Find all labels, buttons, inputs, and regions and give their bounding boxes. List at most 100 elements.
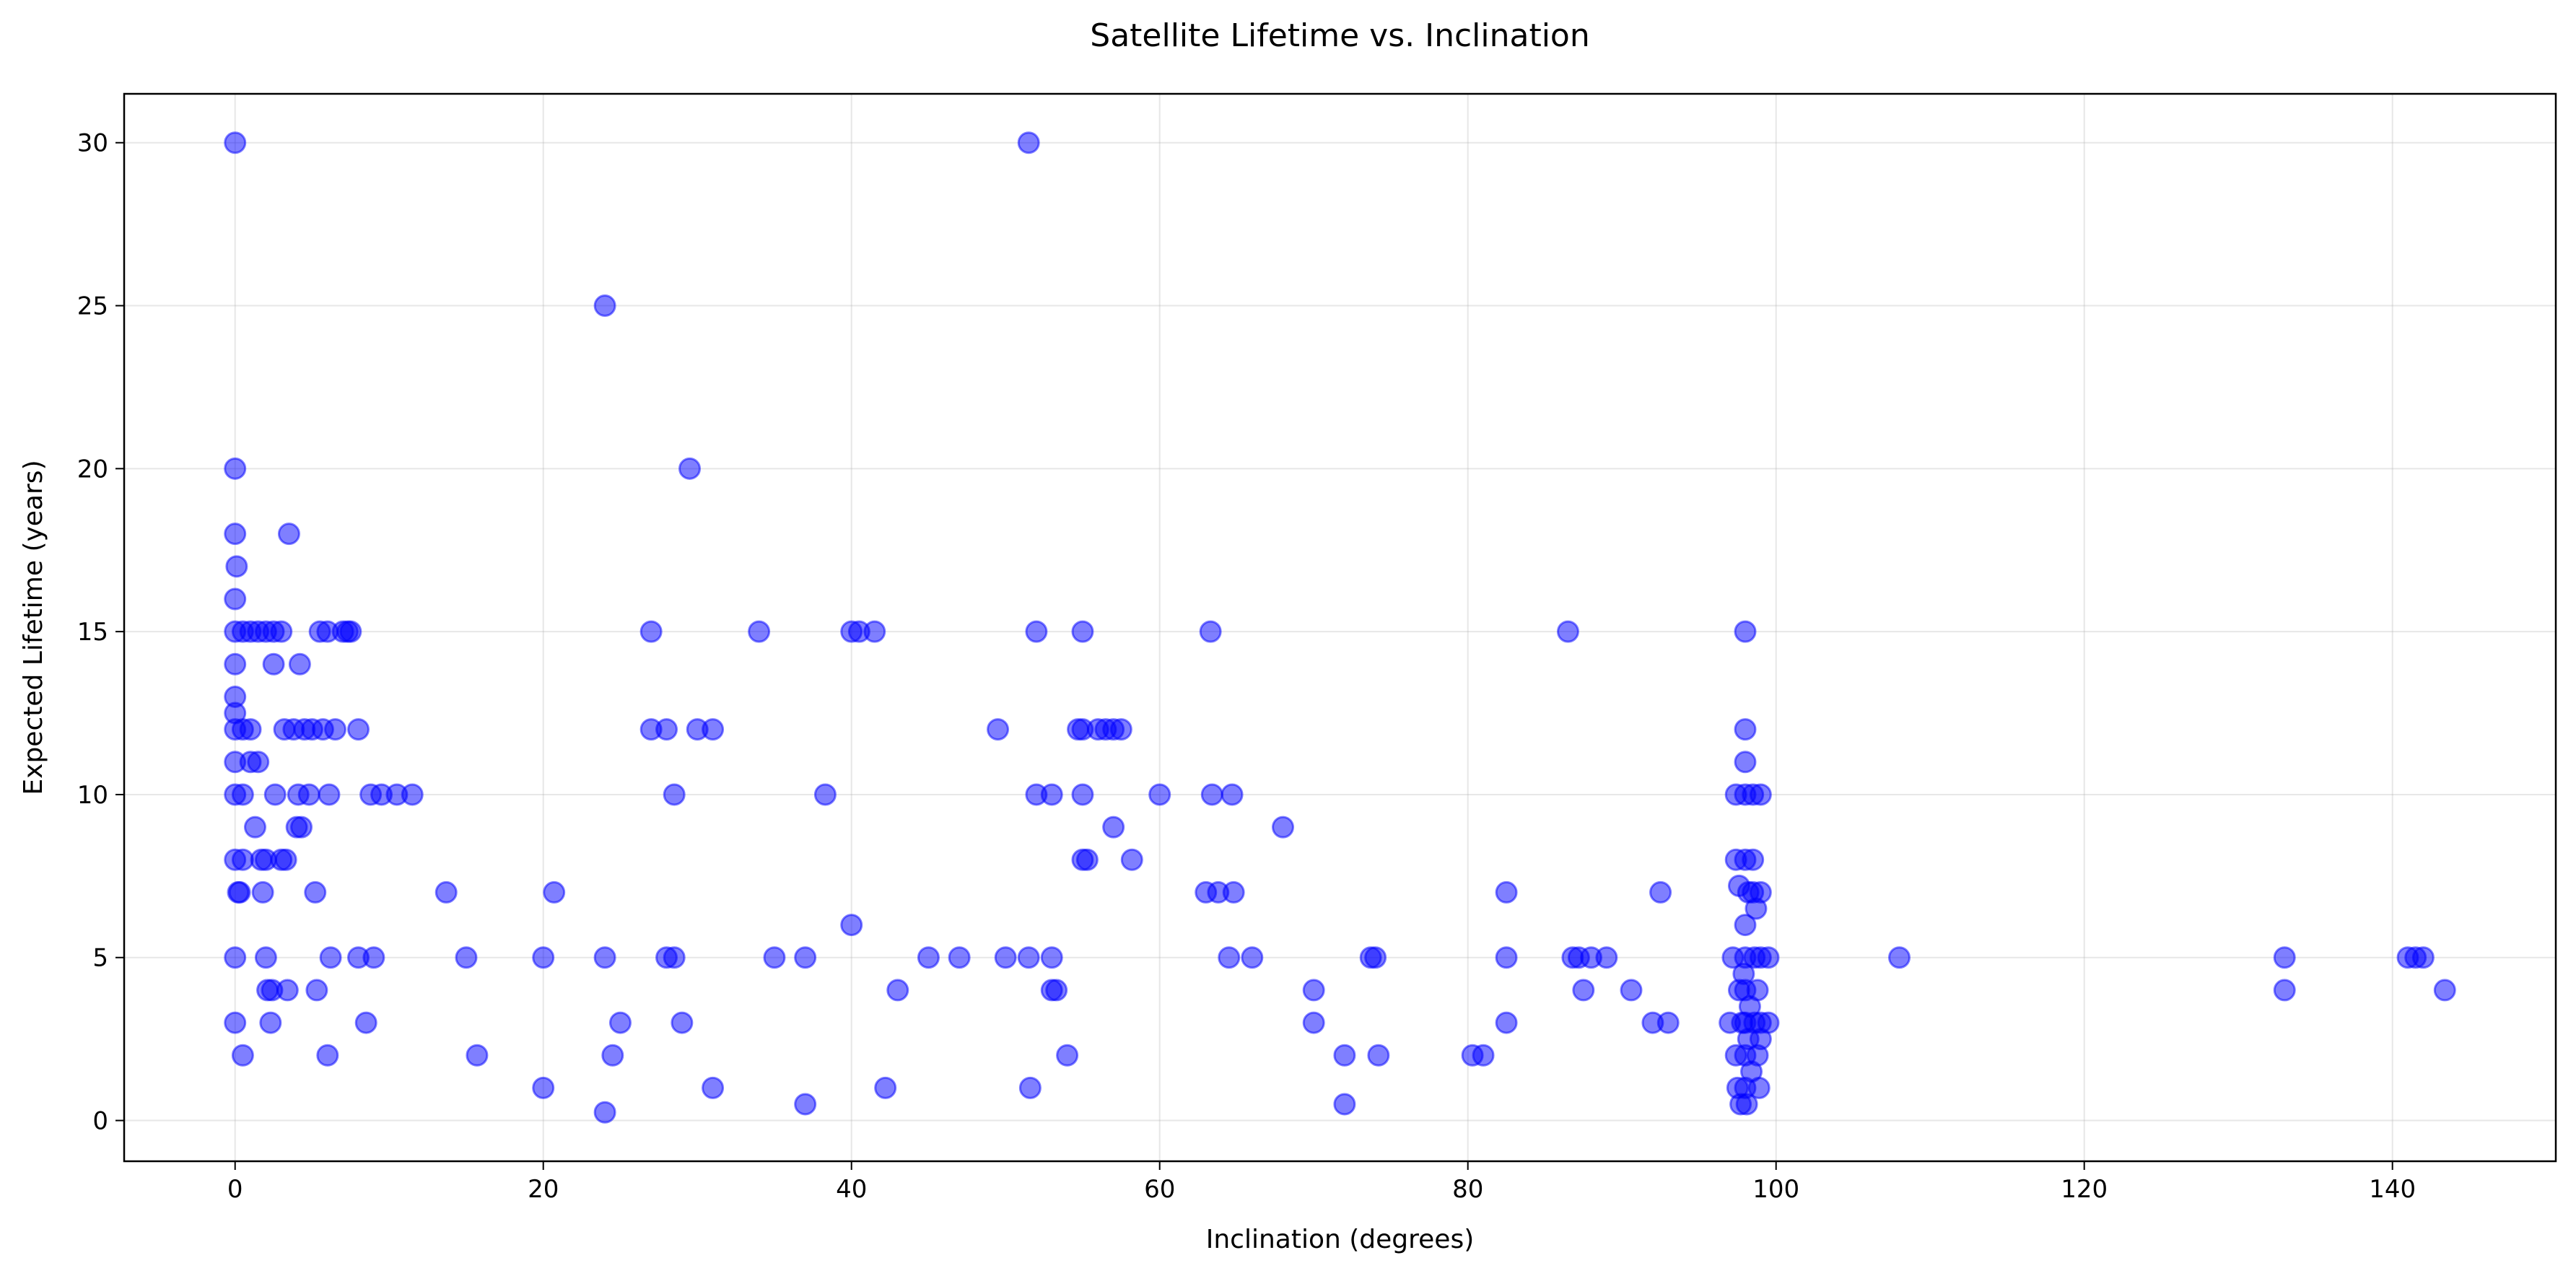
data-point bbox=[297, 783, 320, 806]
plot-frame bbox=[123, 92, 2557, 1163]
data-point bbox=[318, 783, 341, 806]
data-point bbox=[678, 457, 702, 480]
data-point bbox=[1495, 946, 1518, 969]
data-point bbox=[1017, 946, 1040, 969]
data-point bbox=[863, 620, 886, 643]
data-point bbox=[1495, 1011, 1518, 1034]
data-point bbox=[262, 652, 285, 676]
data-point bbox=[224, 652, 247, 676]
data-point bbox=[608, 1011, 632, 1034]
data-point bbox=[274, 848, 297, 871]
data-point bbox=[1735, 1093, 1758, 1116]
y-tick-label: 5 bbox=[92, 944, 108, 973]
y-tick-label: 20 bbox=[77, 455, 108, 484]
y-tick-label: 10 bbox=[77, 781, 108, 810]
data-point bbox=[251, 880, 274, 904]
data-point bbox=[1221, 783, 1244, 806]
data-point bbox=[224, 457, 247, 480]
data-point bbox=[1887, 946, 1911, 969]
x-tick-label: 120 bbox=[2061, 1175, 2108, 1204]
data-point bbox=[917, 946, 940, 969]
data-point bbox=[948, 946, 971, 969]
data-point bbox=[1071, 620, 1094, 643]
y-axis-label: Expected Lifetime (years) bbox=[19, 460, 48, 795]
data-point bbox=[1595, 946, 1618, 969]
data-point bbox=[840, 914, 863, 937]
data-point bbox=[1742, 848, 1765, 871]
data-point bbox=[231, 848, 254, 871]
data-point bbox=[259, 1011, 282, 1034]
data-point bbox=[593, 1101, 616, 1124]
data-point bbox=[1734, 751, 1757, 774]
data-point bbox=[435, 880, 458, 904]
data-point bbox=[231, 1044, 254, 1067]
data-point bbox=[1749, 783, 1772, 806]
y-tick-label: 0 bbox=[92, 1107, 108, 1136]
data-point bbox=[1040, 946, 1063, 969]
data-point bbox=[288, 652, 311, 676]
data-point bbox=[224, 1011, 247, 1034]
data-point bbox=[254, 946, 277, 969]
data-point bbox=[224, 587, 247, 611]
data-point bbox=[1333, 1044, 1356, 1067]
data-point bbox=[763, 946, 786, 969]
data-point bbox=[1018, 1076, 1042, 1099]
data-point bbox=[1199, 620, 1222, 643]
data-point bbox=[794, 1093, 817, 1116]
x-tick-label: 100 bbox=[1752, 1175, 1799, 1204]
data-point bbox=[239, 718, 262, 741]
data-point bbox=[1109, 718, 1132, 741]
data-point bbox=[316, 1044, 339, 1067]
data-point bbox=[263, 783, 287, 806]
data-point bbox=[874, 1076, 897, 1099]
data-point bbox=[813, 783, 837, 806]
data-point bbox=[1025, 620, 1048, 643]
x-tick-label: 80 bbox=[1452, 1175, 1483, 1204]
data-point bbox=[794, 946, 817, 969]
y-tick-label: 15 bbox=[77, 618, 108, 647]
data-point bbox=[663, 946, 686, 969]
data-point bbox=[277, 523, 300, 546]
data-point bbox=[593, 294, 616, 318]
data-point bbox=[1241, 946, 1264, 969]
data-point bbox=[601, 1044, 624, 1067]
data-point bbox=[2433, 979, 2456, 1002]
data-point bbox=[2273, 946, 2296, 969]
data-point bbox=[532, 1076, 555, 1099]
data-point bbox=[886, 979, 909, 1002]
x-tick-label: 0 bbox=[227, 1175, 243, 1204]
data-point bbox=[987, 718, 1010, 741]
data-point bbox=[1017, 131, 1040, 154]
data-point bbox=[1222, 880, 1245, 904]
data-point bbox=[748, 620, 771, 643]
data-point bbox=[702, 1076, 725, 1099]
data-point bbox=[671, 1011, 694, 1034]
data-point bbox=[455, 946, 478, 969]
data-point bbox=[1734, 620, 1757, 643]
data-point bbox=[304, 880, 327, 904]
data-point bbox=[401, 783, 424, 806]
x-tick-label: 20 bbox=[528, 1175, 559, 1204]
x-tick-label: 60 bbox=[1144, 1175, 1175, 1204]
data-point bbox=[276, 979, 299, 1002]
data-point bbox=[1056, 1044, 1079, 1067]
data-point bbox=[1472, 1044, 1495, 1067]
data-point bbox=[1218, 946, 1241, 969]
data-point bbox=[1746, 979, 1769, 1002]
data-point bbox=[1075, 848, 1099, 871]
ticks-layer: 0 20 40 60 80 100 120 140 0 5 10 15 20 25 30 bbox=[77, 129, 2416, 1204]
data-point bbox=[362, 946, 385, 969]
data-point bbox=[224, 523, 247, 546]
data-point bbox=[639, 620, 663, 643]
data-point bbox=[1302, 979, 1325, 1002]
data-point bbox=[543, 880, 566, 904]
data-point bbox=[1120, 848, 1143, 871]
data-point bbox=[247, 751, 270, 774]
data-point bbox=[1071, 783, 1094, 806]
data-point bbox=[347, 718, 370, 741]
chart-title: Satellite Lifetime vs. Inclination bbox=[1090, 17, 1589, 54]
data-point bbox=[1045, 979, 1068, 1002]
x-tick-label: 40 bbox=[836, 1175, 867, 1204]
